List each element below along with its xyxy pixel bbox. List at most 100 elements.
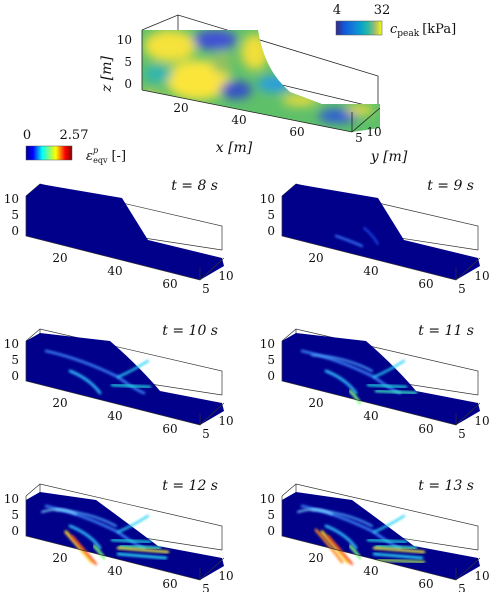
x-tick: 20 bbox=[308, 251, 323, 265]
x-tick: 40 bbox=[231, 113, 246, 127]
box-edge bbox=[25, 496, 225, 581]
shear-band bbox=[116, 359, 150, 379]
shear-band bbox=[320, 530, 350, 564]
z-tick: 0 bbox=[267, 369, 275, 383]
shear-band bbox=[374, 389, 418, 395]
shear-band bbox=[70, 534, 98, 566]
shear-band bbox=[348, 544, 362, 560]
z-tick: 5 bbox=[11, 353, 19, 367]
shear-band bbox=[348, 389, 362, 405]
z-tick: 10 bbox=[4, 492, 19, 506]
strength-colorbar: 4 32 cpeak [kPa] bbox=[333, 3, 456, 39]
x-tick: 60 bbox=[418, 422, 433, 436]
box-edge bbox=[281, 196, 481, 281]
shear-band bbox=[372, 546, 426, 554]
z-tick: 0 bbox=[267, 524, 275, 538]
z-tick: 10 bbox=[260, 337, 275, 351]
slope-body bbox=[26, 184, 224, 280]
time-label: t = 11 s bbox=[418, 323, 474, 339]
x-tick: 60 bbox=[418, 577, 433, 591]
y-tick: 10 bbox=[474, 414, 489, 428]
z-tick: 0 bbox=[267, 224, 275, 238]
x-tick: 20 bbox=[308, 551, 323, 565]
failure-panel: 10 5 0 20 40 60 5 10 t = 9 s bbox=[260, 178, 490, 296]
panel-box-front bbox=[281, 496, 481, 581]
box-edge bbox=[281, 496, 481, 581]
x-tick: 20 bbox=[173, 101, 188, 115]
z-tick: 0 bbox=[11, 369, 19, 383]
z-tick: 5 bbox=[267, 208, 275, 222]
shear-band bbox=[41, 508, 77, 515]
box-edge bbox=[25, 196, 225, 281]
failure-panel: 10 5 0 20 40 60 5 10 t = 12 s bbox=[4, 478, 234, 592]
y-tick: 10 bbox=[474, 269, 489, 283]
z-tick: 10 bbox=[260, 492, 275, 506]
shear-band bbox=[376, 558, 426, 564]
slope-body bbox=[26, 333, 224, 425]
time-label: t = 9 s bbox=[427, 178, 474, 194]
strain-colorbar-min: 0 bbox=[23, 128, 31, 143]
z-tick: 5 bbox=[11, 208, 19, 222]
x-tick: 20 bbox=[52, 251, 67, 265]
z-tick: 5 bbox=[124, 55, 132, 69]
top-box-front bbox=[141, 30, 381, 133]
y-tick: 10 bbox=[218, 569, 233, 583]
strain-colorbar-caption: εp eqv [-] bbox=[86, 146, 126, 165]
x-axis-label: x [m] bbox=[216, 140, 253, 156]
box-edge bbox=[25, 483, 223, 550]
x-tick: 60 bbox=[162, 577, 177, 591]
failure-panel: 10 5 0 20 40 60 5 10 t = 13 s bbox=[260, 478, 490, 592]
shear-band bbox=[372, 552, 424, 560]
y-tick: 5 bbox=[202, 427, 210, 441]
shear-band bbox=[314, 528, 344, 564]
z-tick: 10 bbox=[4, 337, 19, 351]
failure-panel: 10 5 0 20 40 60 5 10 t = 10 s bbox=[4, 323, 234, 441]
x-tick: 40 bbox=[107, 264, 122, 278]
z-tick: 0 bbox=[11, 224, 19, 238]
shear-band bbox=[92, 544, 106, 560]
y-tick: 10 bbox=[218, 269, 233, 283]
y-tick: 10 bbox=[366, 125, 381, 139]
x-tick: 60 bbox=[162, 422, 177, 436]
colorbar-max: 32 bbox=[374, 3, 391, 18]
shear-band bbox=[116, 514, 150, 534]
x-tick: 40 bbox=[107, 409, 122, 423]
z-tick: 10 bbox=[260, 192, 275, 206]
x-tick: 40 bbox=[107, 564, 122, 578]
box-edge bbox=[281, 341, 481, 426]
shear-band bbox=[311, 354, 373, 372]
time-panels: 10 5 0 20 40 60 5 10 t = 8 s 10 5 0 20 40 60 5 10 t = 9 s… bbox=[4, 178, 490, 592]
z-axis-label: z [m] bbox=[99, 55, 115, 93]
shear-band bbox=[116, 552, 168, 560]
shear-band bbox=[324, 369, 358, 395]
z-tick: 10 bbox=[4, 192, 19, 206]
shear-band bbox=[64, 530, 94, 564]
time-label: t = 12 s bbox=[162, 478, 218, 494]
shear-band bbox=[372, 359, 406, 379]
y-tick: 5 bbox=[202, 582, 210, 592]
panel-box-front bbox=[281, 341, 481, 426]
x-tick: 60 bbox=[162, 277, 177, 291]
strain-colorbar: 0 2.57 εp eqv [-] bbox=[23, 128, 126, 165]
x-tick: 20 bbox=[52, 396, 67, 410]
slope-body bbox=[282, 184, 480, 280]
top-z-ticks: 10 5 0 bbox=[117, 33, 132, 91]
panel-box-front bbox=[281, 196, 481, 281]
shear-band bbox=[326, 534, 354, 566]
z-tick: 0 bbox=[124, 77, 132, 91]
x-tick: 20 bbox=[52, 551, 67, 565]
shear-band bbox=[68, 369, 102, 395]
y-tick: 5 bbox=[458, 282, 466, 296]
shear-band bbox=[374, 544, 418, 550]
x-tick: 20 bbox=[308, 396, 323, 410]
top-y-ticks: 5 10 bbox=[355, 125, 381, 145]
shear-band bbox=[363, 227, 379, 245]
box-edge bbox=[25, 341, 225, 426]
time-label: t = 8 s bbox=[171, 178, 218, 194]
box-edge bbox=[281, 483, 479, 550]
z-tick: 0 bbox=[11, 524, 19, 538]
time-label: t = 10 s bbox=[162, 323, 218, 339]
y-tick: 5 bbox=[355, 131, 363, 145]
panel-box-front bbox=[25, 196, 225, 281]
shear-band bbox=[297, 508, 333, 515]
